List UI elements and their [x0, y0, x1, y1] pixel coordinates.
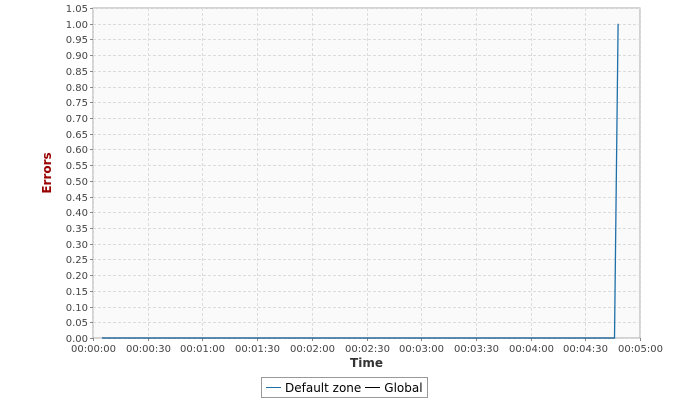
plot-area [92, 7, 641, 339]
y-axis-title: Errors [40, 152, 54, 193]
x-tick-label: 00:04:30 [563, 344, 608, 355]
x-tick-label: 00:03:00 [399, 344, 444, 355]
y-tick-label: 0.60 [66, 145, 88, 156]
y-tick-label: 0.95 [66, 35, 88, 46]
x-tick-label: 00:05:00 [618, 344, 663, 355]
series-line-default-zone [102, 23, 619, 339]
legend: Default zone Global [261, 377, 428, 398]
x-axis-title: Time [350, 356, 383, 370]
y-tick-label: 0.15 [66, 287, 88, 298]
y-tick-label: 0.40 [66, 208, 88, 219]
y-tick-label: 0.35 [66, 224, 88, 235]
y-tick-label: 0.80 [66, 83, 88, 94]
y-tick-label: 0.90 [66, 51, 88, 62]
x-tick-label: 00:01:30 [235, 344, 280, 355]
y-tick-label: 0.25 [66, 255, 88, 266]
legend-label-default-zone: Default zone [285, 380, 362, 395]
grid [93, 8, 641, 339]
y-tick-label: 0.85 [66, 67, 88, 78]
y-tick-label: 0.20 [66, 271, 88, 282]
y-tick-label: 0.65 [66, 130, 88, 141]
x-tick-label: 00:04:00 [509, 344, 554, 355]
legend-label-global: Global [384, 380, 423, 395]
x-tick-label: 00:02:30 [345, 344, 390, 355]
y-tick-label: 0.45 [66, 193, 88, 204]
x-tick-label: 00:03:30 [454, 344, 499, 355]
legend-item-global: Global [365, 380, 423, 395]
y-tick-label: 0.55 [66, 161, 88, 172]
y-tick-label: 0.75 [66, 98, 88, 109]
legend-swatch-global [365, 387, 381, 388]
x-tick-label: 00:00:30 [126, 344, 171, 355]
y-tick-label: 0.50 [66, 177, 88, 188]
ticks: 0.00 0.05 0.10 0.15 0.20 0.25 0.30 0.35 0.40 0.45… [66, 4, 663, 355]
y-tick-label: 0.00 [66, 334, 88, 345]
series [102, 23, 619, 339]
y-tick-label: 0.70 [66, 114, 88, 125]
x-tick-label: 00:02:00 [290, 344, 335, 355]
x-tick-label: 00:01:00 [180, 344, 225, 355]
y-tick-label: 1.00 [66, 20, 88, 31]
y-tick-label: 0.05 [66, 318, 88, 329]
y-tick-label: 1.05 [66, 4, 88, 15]
y-tick-label: 0.30 [66, 240, 88, 251]
legend-swatch-default-zone [266, 387, 281, 388]
x-tick-label: 00:00:00 [71, 344, 116, 355]
y-tick-label: 0.10 [66, 303, 88, 314]
legend-item-default-zone: Default zone [266, 381, 361, 395]
